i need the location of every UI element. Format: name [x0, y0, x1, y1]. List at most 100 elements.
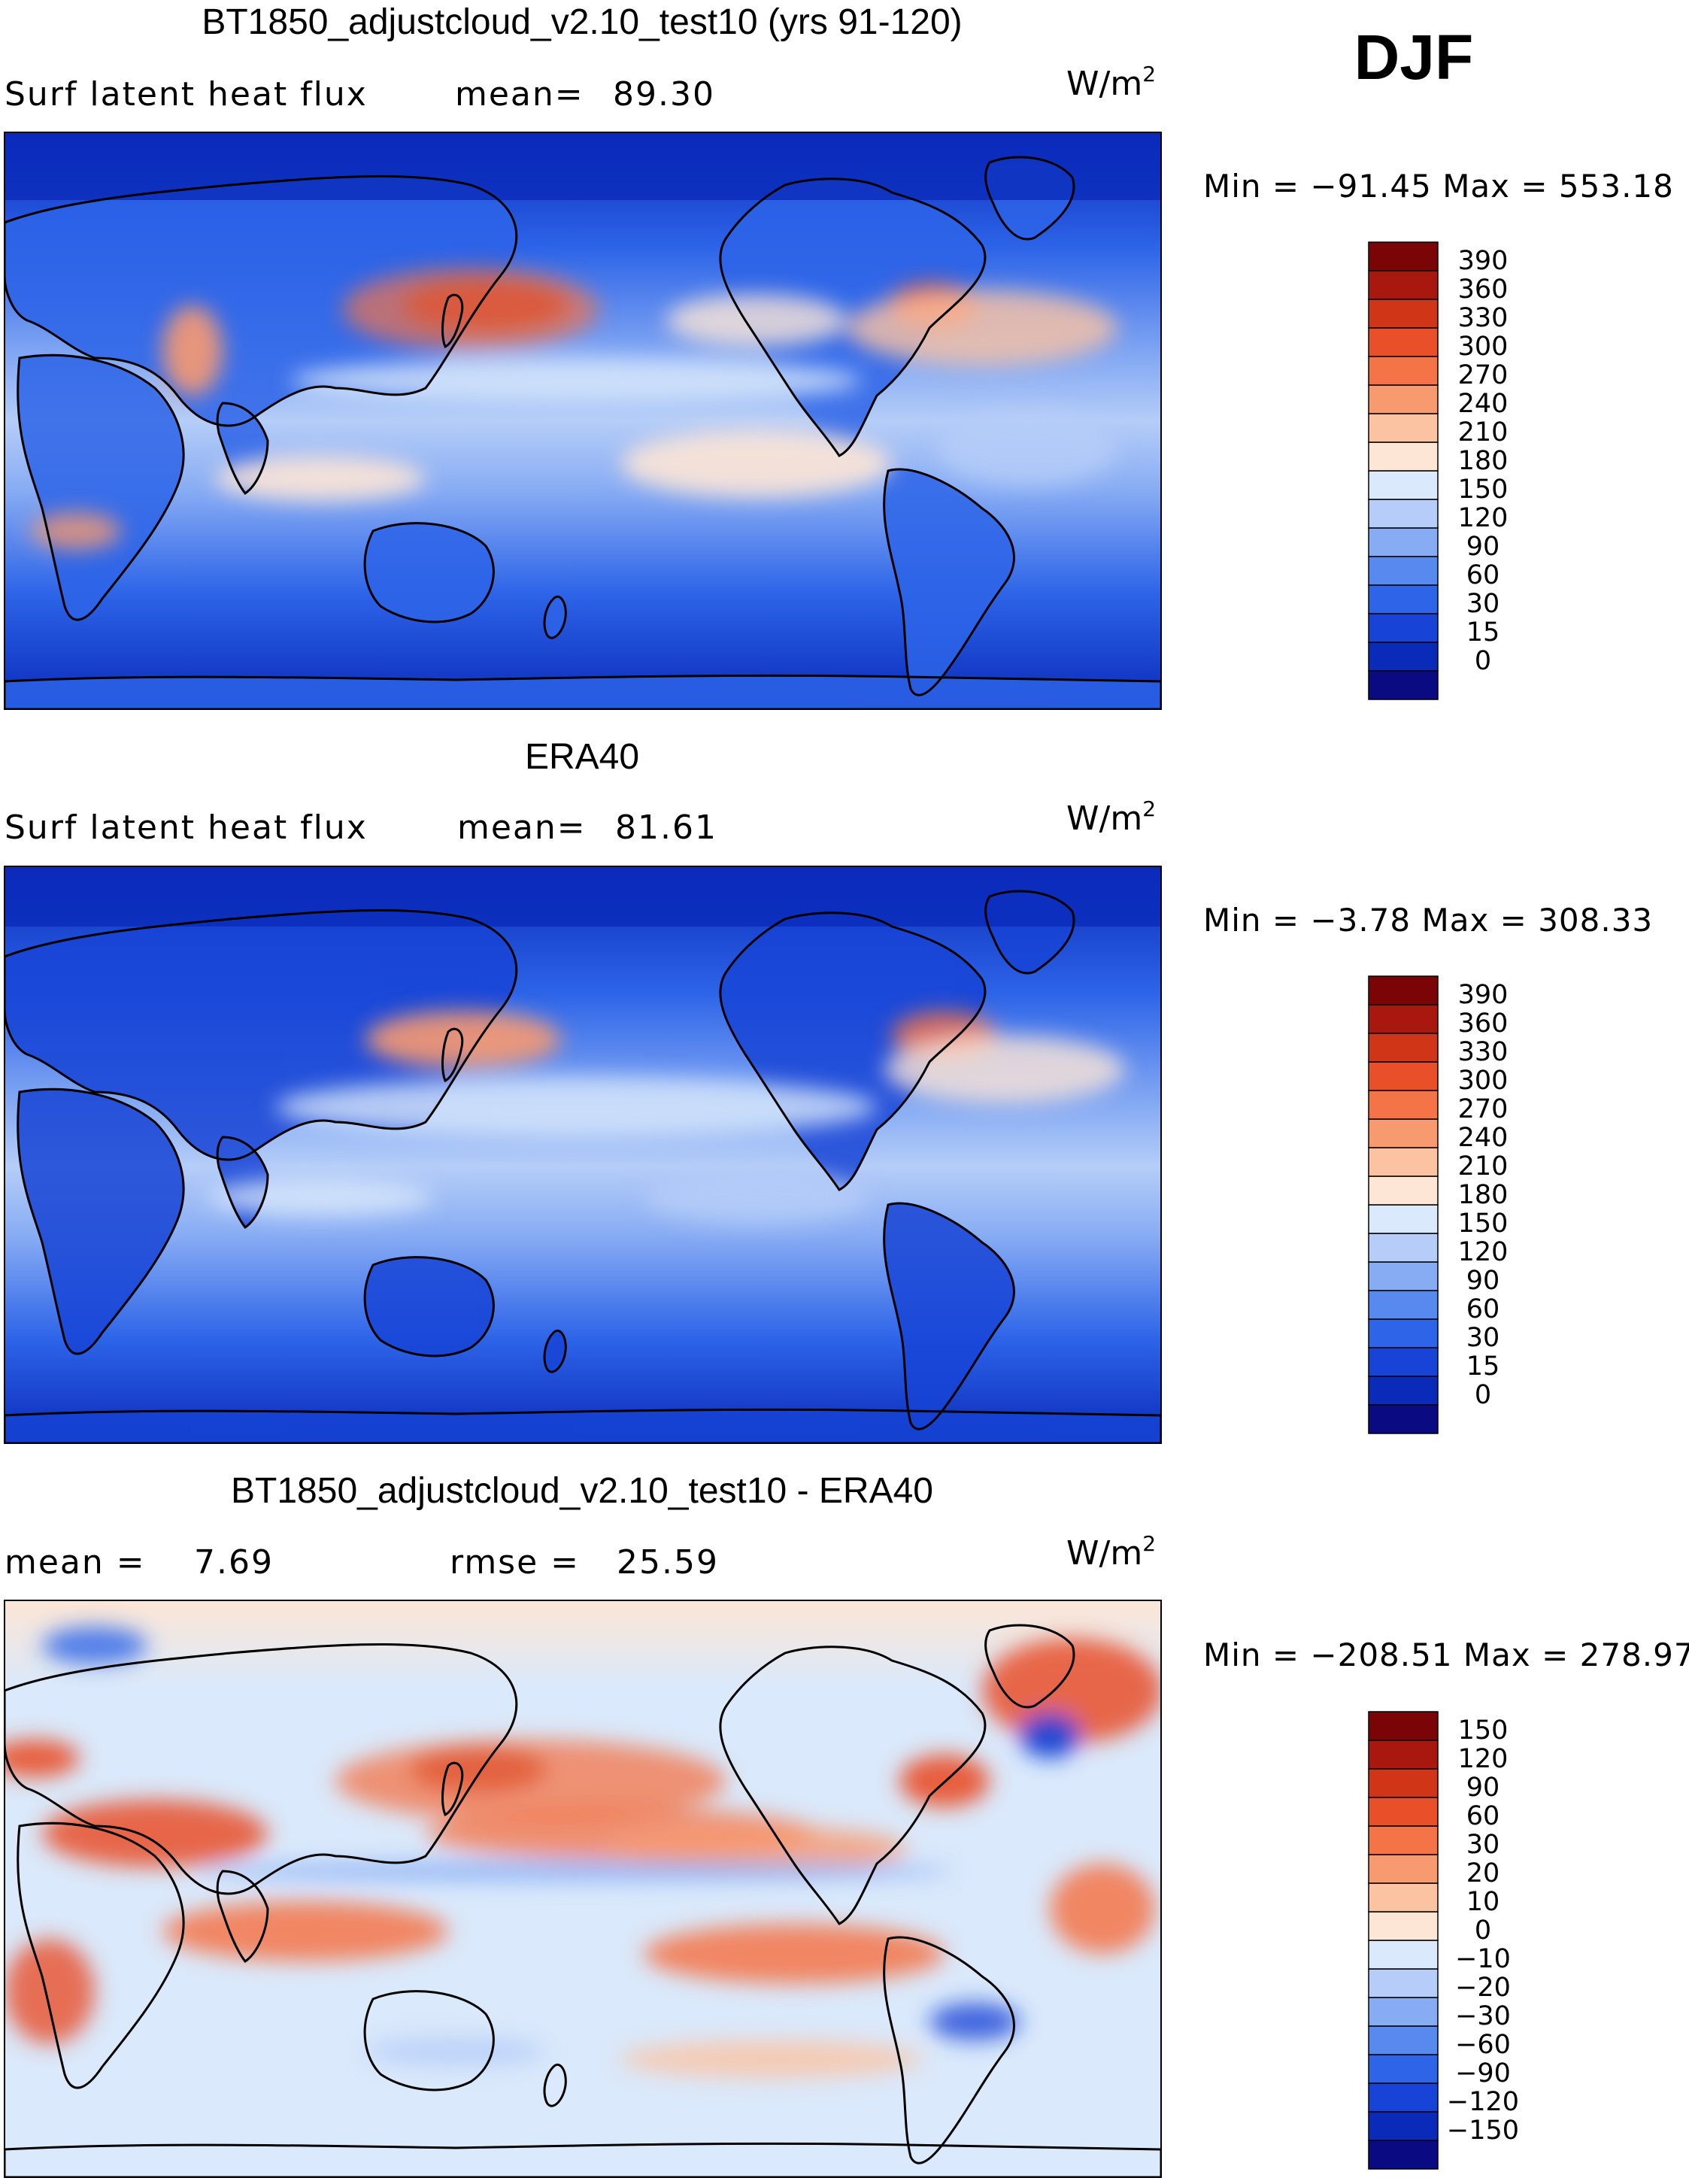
panel-2-mean-label: mean=: [457, 808, 587, 847]
colorbar-tick-label: −20: [1455, 1973, 1511, 2003]
colorbar-swatch: [1368, 2054, 1439, 2084]
colorbar-swatch: [1368, 1290, 1439, 1320]
colorbar-swatch: [1368, 1968, 1439, 1998]
colorbar-swatch: [1368, 384, 1439, 414]
colorbar-tick-label: 0: [1475, 1380, 1491, 1410]
colorbar-tick-label: 270: [1458, 1094, 1509, 1124]
colorbar-swatch: [1368, 1004, 1439, 1034]
panel-3-rmse-label: rmse =: [450, 1543, 580, 1582]
colorbar-tick-label: 60: [1466, 1294, 1500, 1324]
colorbar-swatch: [1368, 1711, 1439, 1741]
colorbar-tick-label: 150: [1458, 1209, 1509, 1239]
colorbar-swatch: [1368, 1882, 1439, 1913]
colorbar-swatch: [1368, 527, 1439, 557]
colorbar-swatch: [1368, 556, 1439, 586]
colorbar-swatch: [1368, 1318, 1439, 1348]
panel-1-title: BT1850_adjustcloud_v2.10_test10 (yrs 91-…: [202, 2, 962, 42]
panel-2-minmax: Min = −3.78 Max = 308.33: [1203, 902, 1653, 939]
colorbar-swatch: [1368, 2140, 1439, 2170]
colorbar-tick-label: 150: [1458, 475, 1509, 505]
panel-1-variable: Surf latent heat flux: [5, 75, 368, 114]
panel-3-frame: [4, 1600, 1162, 2178]
colorbar-swatch: [1368, 270, 1439, 300]
panel-3-map: [5, 1600, 1161, 2177]
colorbar-tick-label: 360: [1458, 1009, 1509, 1039]
colorbar-swatch: [1368, 2082, 1439, 2113]
colorbar-swatch: [1368, 642, 1439, 672]
colorbar-swatch: [1368, 1261, 1439, 1291]
panel-2-title: ERA40: [525, 737, 639, 777]
panel-3-title: BT1850_adjustcloud_v2.10_test10 - ERA40: [231, 1471, 933, 1511]
colorbar-tick-label: 300: [1458, 332, 1509, 362]
colorbar-tick-label: 180: [1458, 1180, 1509, 1210]
colorbar-swatch: [1368, 356, 1439, 386]
colorbar-swatch: [1368, 1347, 1439, 1377]
colorbar-swatch: [1368, 1911, 1439, 1941]
colorbar-tick-label: 120: [1458, 1237, 1509, 1267]
colorbar-tick-label: 180: [1458, 446, 1509, 476]
colorbar-swatch: [1368, 241, 1439, 271]
colorbar-tick-label: −60: [1455, 2030, 1511, 2060]
colorbar-tick-label: 210: [1458, 417, 1509, 447]
colorbar-tick-label: −90: [1455, 2058, 1511, 2088]
colorbar-tick-label: 10: [1466, 1887, 1500, 1917]
colorbar-swatch: [1368, 413, 1439, 443]
colorbar-swatch: [1368, 1147, 1439, 1177]
colorbar-tick-label: 0: [1475, 1916, 1491, 1946]
colorbar-tick-label: 90: [1466, 532, 1500, 562]
colorbar-swatch: [1368, 1233, 1439, 1263]
colorbar-swatch: [1368, 1854, 1439, 1884]
colorbar-tick-label: 120: [1458, 1744, 1509, 1774]
panel-3-mean-value: 7.69: [194, 1543, 274, 1582]
panel-3-minmax: Min = −208.51 Max = 278.97: [1203, 1636, 1689, 1673]
colorbar-tick-label: 240: [1458, 1123, 1509, 1153]
colorbar-tick-label: 60: [1466, 560, 1500, 590]
panel-1-frame: [4, 132, 1162, 710]
colorbar-tick-label: 90: [1466, 1773, 1500, 1803]
colorbar-tick-label: 360: [1458, 275, 1509, 305]
colorbar-swatch: [1368, 441, 1439, 472]
panel-model: BT1850_adjustcloud_v2.10_test10 (yrs 91-…: [4, 2, 1673, 710]
panel-2-mean-value: 81.61: [615, 808, 717, 847]
panel-3-mean-label: mean =: [5, 1543, 146, 1582]
colorbar-swatch: [1368, 1204, 1439, 1234]
colorbar-tick-label: 15: [1466, 617, 1500, 648]
colorbar-tick-label: −150: [1447, 2116, 1519, 2146]
colorbar-swatch: [1368, 299, 1439, 329]
colorbar-tick-label: 150: [1458, 1715, 1509, 1746]
colorbar-swatch: [1368, 1118, 1439, 1148]
colorbar-swatch: [1368, 1376, 1439, 1406]
colorbar-tick-label: 330: [1458, 1037, 1509, 1067]
colorbar-swatch: [1368, 584, 1439, 614]
colorbar-swatch: [1368, 1797, 1439, 1827]
panel-2-units: W/m2: [1066, 796, 1156, 838]
colorbar-swatch: [1368, 1404, 1439, 1434]
colorbar-swatch: [1368, 327, 1439, 357]
colorbar-swatch: [1368, 499, 1439, 529]
colorbar-tick-label: −30: [1455, 2001, 1511, 2031]
colorbar-tick-label: 90: [1466, 1266, 1500, 1296]
colorbar-swatch: [1368, 1825, 1439, 1855]
colorbar-swatch: [1368, 975, 1439, 1006]
colorbar-tick-label: 240: [1458, 389, 1509, 419]
colorbar-tick-label: 270: [1458, 360, 1509, 390]
panel-2-map: [5, 866, 1161, 1443]
colorbar-tick-label: 210: [1458, 1151, 1509, 1181]
colorbar-tick-label: 0: [1475, 646, 1491, 676]
panel-1-mean-value: 89.30: [613, 75, 715, 114]
colorbar-tick-label: −120: [1447, 2087, 1519, 2117]
colorbar-tick-label: 15: [1466, 1351, 1500, 1382]
colorbar-swatch: [1368, 1033, 1439, 1063]
panel-2-variable: Surf latent heat flux: [5, 808, 368, 847]
colorbar-swatch: [1368, 1061, 1439, 1091]
panel-3-units: W/m2: [1066, 1531, 1156, 1573]
colorbar-tick-label: 30: [1466, 589, 1500, 619]
panel-1-mean-label: mean=: [455, 75, 584, 114]
colorbar-swatch: [1368, 1090, 1439, 1120]
colorbar-swatch: [1368, 1768, 1439, 1798]
colorbar-tick-label: 30: [1466, 1323, 1500, 1353]
